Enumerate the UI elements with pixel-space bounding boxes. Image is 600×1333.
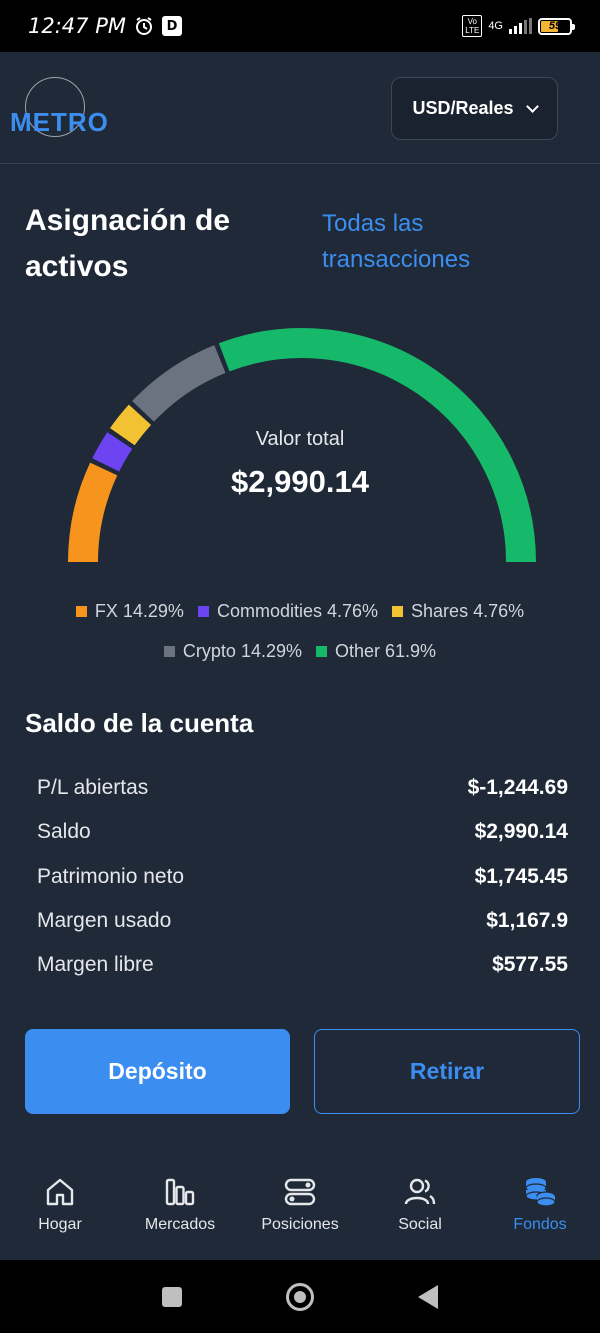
chevron-down-icon [525,99,539,113]
legend-swatch [75,606,87,617]
volte-icon: Vo LTE [462,15,483,37]
balance-value: $1,745.45 [474,864,568,888]
alarm-icon [135,17,152,35]
balance-value: $1,167.9 [486,909,568,933]
balance-list: P/L abiertas $-1,244.69 Saldo $2,990.14 … [37,766,568,987]
legend-label: FX 14.29% [94,601,184,621]
network-type: 4G [488,20,503,32]
logo[interactable]: METRO [10,107,109,137]
legend-label: Shares 4.76% [411,601,525,621]
balance-value: $2,990.14 [474,820,568,844]
withdraw-button[interactable]: Retirar [314,1029,580,1114]
all-transactions-link[interactable]: Todas las transacciones [322,210,471,273]
balance-row-free-margin: Margen libre $577.55 [37,943,568,987]
balance-value: $-1,244.69 [467,776,568,800]
status-bar: 12:47 PM D Vo LTE 4G 59 [0,0,600,52]
legend-swatch [197,606,209,617]
balance-label: Margen usado [37,909,172,933]
legend-row: FX 14.29% Commodities 4.76% Shares 4.76% [0,601,600,622]
balance-label: Saldo [37,820,91,844]
legend-item-other: Other 61.9% [316,641,436,662]
balance-row-used-margin: Margen usado $1,167.9 [37,899,568,943]
nav-label: Hogar [38,1216,82,1233]
gauge-segment-commodities [92,432,133,472]
total-value: $2,990.14 [231,464,369,499]
nav-item-social[interactable]: Social [360,1150,480,1260]
nav-item-markets[interactable]: Mercados [120,1150,240,1260]
legend-item-commodities: Commodities 4.76% [197,601,379,622]
status-time: 12:47 PM [28,14,126,38]
gauge-segment-crypto [132,345,226,422]
balance-label: Margen libre [37,953,154,977]
legend-row: Crypto 14.29% Other 61.9% [0,641,600,662]
toggles-icon [284,1178,316,1206]
balance-value: $577.55 [492,953,568,977]
section-title-allocation: Asignación de activos [25,204,231,283]
nav-item-positions[interactable]: Posiciones [240,1150,360,1260]
legend-label: Commodities 4.76% [216,601,379,621]
legend-swatch [392,606,404,617]
balance-label: Patrimonio neto [37,864,185,888]
total-value-label: Valor total [255,428,345,450]
balance-label: P/L abiertas [37,776,149,800]
back-icon[interactable] [418,1284,438,1309]
nav-label: Social [398,1216,442,1233]
home-icon [46,1178,74,1206]
system-nav-bar [0,1260,600,1333]
home-button-icon[interactable] [286,1282,314,1311]
app-notification-icon: D [161,16,182,36]
battery-icon: 59 [538,17,575,35]
legend-swatch [163,646,175,657]
app-header: METRO USD/Reales [0,52,600,164]
nav-label: Mercados [144,1216,216,1233]
bottom-nav: Hogar Mercados Posiciones Social Fondos [0,1150,600,1260]
legend-label: Crypto 14.29% [182,641,302,661]
recent-apps-icon[interactable] [162,1286,182,1307]
bar-chart-icon [165,1178,195,1206]
battery-level: 59 [548,20,562,32]
gauge-segment-fx [68,462,118,563]
balance-row-balance: Saldo $2,990.14 [37,810,568,854]
legend-item-crypto: Crypto 14.29% [163,641,302,662]
currency-select[interactable]: USD/Reales [391,77,558,140]
legend-label: Other 61.9% [335,641,437,661]
allocation-gauge-chart [68,328,536,563]
legend-swatch [316,646,327,657]
balance-row-equity: Patrimonio neto $1,745.45 [37,855,568,899]
nav-item-home[interactable]: Hogar [0,1150,120,1260]
logo-ring [25,77,85,137]
section-title-balance: Saldo de la cuenta [25,708,254,738]
legend-item-shares: Shares 4.76% [392,601,524,622]
currency-select-value: USD/Reales [412,98,514,118]
coins-icon [525,1178,556,1207]
nav-item-funds[interactable]: Fondos [480,1150,600,1260]
balance-row-open-pl: P/L abiertas $-1,244.69 [37,766,568,810]
nav-label: Fondos [513,1216,567,1233]
gauge-segment-other [218,328,536,563]
signal-icon [509,18,532,34]
users-icon [404,1178,436,1205]
deposit-button[interactable]: Depósito [25,1029,290,1114]
nav-label: Posiciones [261,1216,339,1233]
gauge-segment-shares [110,404,152,446]
legend-item-fx: FX 14.29% [75,601,184,622]
